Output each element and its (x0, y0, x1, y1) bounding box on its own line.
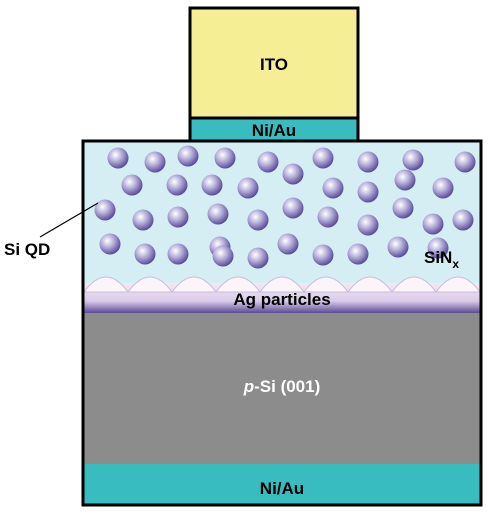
pointer-line (39, 202, 99, 238)
quantum-dot (317, 206, 339, 228)
quantum-dot (322, 177, 344, 199)
ito-label: ITO (260, 55, 288, 74)
ag-particles (83, 276, 481, 293)
quantum-dot (402, 149, 424, 171)
p-si-label: p-Si (001) (243, 377, 321, 396)
ni-au-top-label: Ni/Au (252, 121, 296, 140)
quantum-dot (312, 244, 334, 266)
quantum-dot (177, 145, 199, 167)
quantum-dot (427, 237, 449, 259)
quantum-dot (247, 247, 269, 269)
quantum-dot (387, 236, 409, 258)
quantum-dot (357, 151, 379, 173)
quantum-dot (237, 177, 259, 199)
quantum-dot (134, 243, 156, 265)
sinx-main: SiN (424, 248, 452, 267)
quantum-dot (312, 147, 334, 169)
p-si-main: -Si (001) (254, 377, 320, 396)
si-qd-label: Si QD (4, 240, 50, 259)
quantum-dot (166, 174, 188, 196)
p-si-layer (83, 313, 481, 464)
quantum-dot (167, 206, 189, 228)
quantum-dot (392, 197, 414, 219)
quantum-dot (94, 199, 116, 221)
quantum-dot (212, 245, 234, 267)
quantum-dot (394, 169, 416, 191)
quantum-dot (432, 177, 454, 199)
quantum-dot (107, 147, 129, 169)
quantum-dots (94, 145, 476, 269)
quantum-dot (121, 174, 143, 196)
quantum-dot (282, 197, 304, 219)
ito-layer (188, 6, 360, 120)
quantum-dot (452, 209, 474, 231)
quantum-dot (214, 147, 236, 169)
quantum-dot (167, 243, 189, 265)
quantum-dot (247, 209, 269, 231)
quantum-dot (357, 214, 379, 236)
device-outline (81, 139, 483, 507)
quantum-dot (347, 243, 369, 265)
quantum-dot (207, 203, 229, 225)
ag-label: Ag particles (233, 290, 330, 309)
quantum-dot (132, 209, 154, 231)
quantum-dot (257, 151, 279, 173)
quantum-dot (277, 233, 299, 255)
quantum-dot (422, 213, 444, 235)
quantum-dot (454, 151, 476, 173)
quantum-dot (357, 181, 379, 203)
quantum-dot (282, 163, 304, 185)
p-si-italic: p (243, 377, 254, 396)
sinx-subscript: x (452, 257, 459, 271)
quantum-dot (99, 233, 121, 255)
quantum-dot (201, 174, 223, 196)
quantum-dot (144, 151, 166, 173)
sinx-label: SiNx (424, 248, 459, 271)
ni-au-bottom-layer (83, 464, 481, 505)
ni-au-bottom-label: Ni/Au (260, 479, 304, 498)
